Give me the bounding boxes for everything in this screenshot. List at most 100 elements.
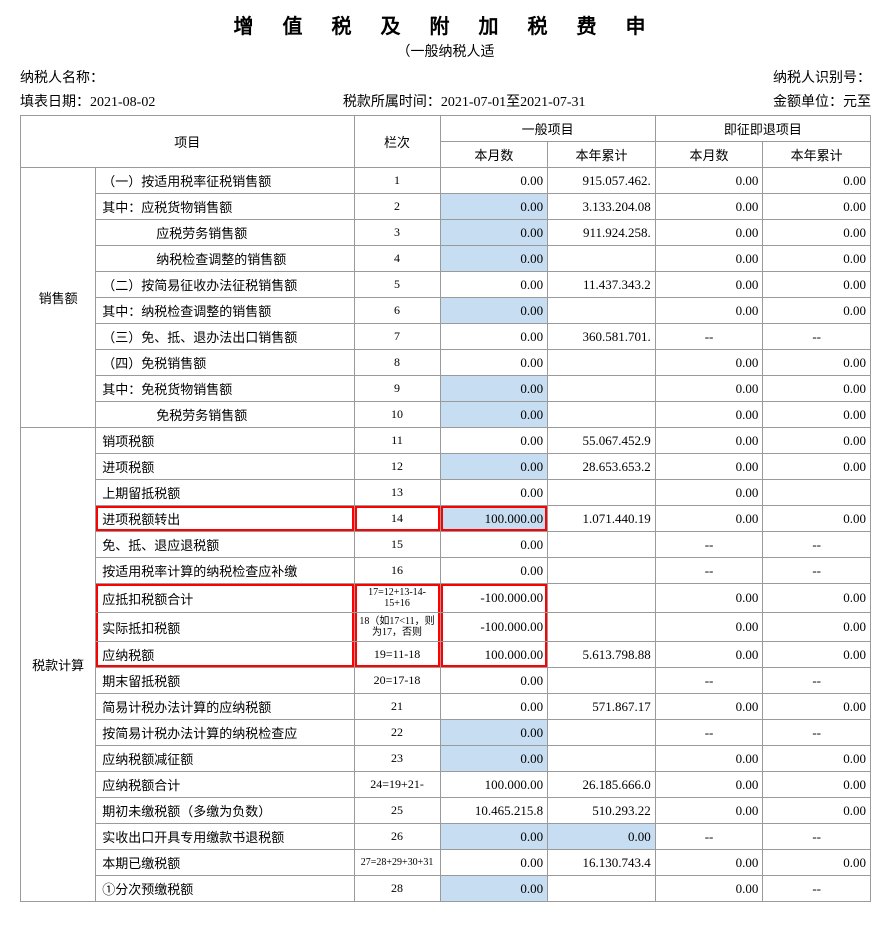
- row-item-label: 其中：应税货物销售额: [96, 194, 354, 220]
- refund-this-month: 0.00: [655, 850, 763, 876]
- refund-this-month: 0.00: [655, 772, 763, 798]
- refund-this-month: 0.00: [655, 402, 763, 428]
- general-this-year: 915.057.462.: [548, 168, 656, 194]
- header-refund: 即征即退项目: [655, 116, 870, 142]
- general-this-month: 0.00: [440, 668, 548, 694]
- refund-this-month: --: [655, 324, 763, 350]
- tax-period: 税款所属时间：2021-07-01至2021-07-31: [343, 91, 586, 111]
- general-this-year: [548, 613, 656, 642]
- row-number: 20=17-18: [354, 668, 440, 694]
- general-this-month[interactable]: 0.00: [440, 220, 548, 246]
- general-this-year: 26.185.666.0: [548, 772, 656, 798]
- refund-this-year: 0.00: [763, 194, 871, 220]
- general-this-year: [548, 402, 656, 428]
- general-this-month[interactable]: 0.00: [440, 402, 548, 428]
- general-this-month: -100.000.00: [440, 613, 548, 642]
- general-this-year: 16.130.743.4: [548, 850, 656, 876]
- refund-this-month: 0.00: [655, 220, 763, 246]
- refund-this-month: 0.00: [655, 194, 763, 220]
- table-row: 其中：免税货物销售额90.000.000.00: [21, 376, 871, 402]
- row-number: 12: [354, 454, 440, 480]
- table-row: ①分次预缴税额280.000.00--: [21, 876, 871, 902]
- header-general: 一般项目: [440, 116, 655, 142]
- general-this-month[interactable]: 0.00: [440, 824, 548, 850]
- general-this-month[interactable]: 0.00: [440, 746, 548, 772]
- row-item-label: 期末留抵税额: [96, 668, 354, 694]
- general-this-year[interactable]: 0.00: [548, 824, 656, 850]
- refund-this-month: 0.00: [655, 798, 763, 824]
- table-row: 进项税额120.0028.653.653.20.000.00: [21, 454, 871, 480]
- row-item-label: 进项税额转出: [96, 506, 354, 532]
- general-this-month[interactable]: 0.00: [440, 298, 548, 324]
- general-this-year: 911.924.258.: [548, 220, 656, 246]
- refund-this-month: 0.00: [655, 480, 763, 506]
- general-this-month: 0.00: [440, 558, 548, 584]
- table-row: 按适用税率计算的纳税检查应补缴160.00----: [21, 558, 871, 584]
- general-this-month[interactable]: 0.00: [440, 376, 548, 402]
- refund-this-year: --: [763, 720, 871, 746]
- general-this-month[interactable]: 0.00: [440, 194, 548, 220]
- row-number: 2: [354, 194, 440, 220]
- refund-this-year: 0.00: [763, 850, 871, 876]
- general-this-month[interactable]: 0.00: [440, 246, 548, 272]
- row-number: 17=12+13-14-15+16: [354, 584, 440, 613]
- taxpayer-id-label: 纳税人识别号：: [773, 67, 871, 87]
- header-this-month-1: 本月数: [440, 142, 548, 168]
- row-item-label: 应税劳务销售额: [96, 220, 354, 246]
- general-this-month[interactable]: 0.00: [440, 454, 548, 480]
- table-row: （四）免税销售额80.000.000.00: [21, 350, 871, 376]
- general-this-year: [548, 376, 656, 402]
- table-row: 其中：纳税检查调整的销售额60.000.000.00: [21, 298, 871, 324]
- row-number: 23: [354, 746, 440, 772]
- row-number: 8: [354, 350, 440, 376]
- row-number: 26: [354, 824, 440, 850]
- row-item-label: 本期已缴税额: [96, 850, 354, 876]
- general-this-year: [548, 876, 656, 902]
- refund-this-month: --: [655, 824, 763, 850]
- general-this-month[interactable]: 0.00: [440, 720, 548, 746]
- refund-this-year: --: [763, 668, 871, 694]
- row-number: 22: [354, 720, 440, 746]
- general-this-month: 0.00: [440, 850, 548, 876]
- general-this-month: 0.00: [440, 428, 548, 454]
- header-this-year-1: 本年累计: [548, 142, 656, 168]
- tax-declaration-table: 项目 栏次 一般项目 即征即退项目 本月数 本年累计 本月数 本年累计 销售额（…: [20, 115, 871, 902]
- refund-this-year: 0.00: [763, 350, 871, 376]
- refund-this-month: 0.00: [655, 694, 763, 720]
- section-sales: 销售额: [21, 168, 96, 428]
- general-this-year: [548, 298, 656, 324]
- general-this-month: 0.00: [440, 532, 548, 558]
- row-item-label: 按简易计税办法计算的纳税检查应: [96, 720, 354, 746]
- general-this-month[interactable]: 100.000.00: [440, 506, 548, 532]
- refund-this-year: --: [763, 876, 871, 902]
- refund-this-year: --: [763, 824, 871, 850]
- table-row: 纳税检查调整的销售额40.000.000.00: [21, 246, 871, 272]
- row-item-label: 上期留抵税额: [96, 480, 354, 506]
- row-item-label: 实际抵扣税额: [96, 613, 354, 642]
- refund-this-month: 0.00: [655, 746, 763, 772]
- refund-this-year: 0.00: [763, 168, 871, 194]
- general-this-year: 360.581.701.: [548, 324, 656, 350]
- row-item-label: ①分次预缴税额: [96, 876, 354, 902]
- refund-this-month: 0.00: [655, 298, 763, 324]
- row-number: 27=28+29+30+31: [354, 850, 440, 876]
- row-item-label: （三）免、抵、退办法出口销售额: [96, 324, 354, 350]
- row-item-label: 应纳税额: [96, 642, 354, 668]
- row-number: 19=11-18: [354, 642, 440, 668]
- general-this-year: 55.067.452.9: [548, 428, 656, 454]
- general-this-year: [548, 480, 656, 506]
- refund-this-year: 0.00: [763, 584, 871, 613]
- general-this-year: [548, 584, 656, 613]
- refund-this-year: 0.00: [763, 642, 871, 668]
- table-row: 简易计税办法计算的应纳税额210.00571.867.170.000.00: [21, 694, 871, 720]
- table-row: 应税劳务销售额30.00911.924.258.0.000.00: [21, 220, 871, 246]
- row-number: 24=19+21-: [354, 772, 440, 798]
- refund-this-month: --: [655, 720, 763, 746]
- general-this-year: 5.613.798.88: [548, 642, 656, 668]
- refund-this-year: 0.00: [763, 428, 871, 454]
- refund-this-year: [763, 480, 871, 506]
- table-row: 实际抵扣税额18（如17<11，则为17，否则-100.000.000.000.…: [21, 613, 871, 642]
- general-this-month[interactable]: 0.00: [440, 876, 548, 902]
- table-row: 税款计算销项税额110.0055.067.452.90.000.00: [21, 428, 871, 454]
- form-title: 增 值 税 及 附 加 税 费 申: [20, 10, 871, 39]
